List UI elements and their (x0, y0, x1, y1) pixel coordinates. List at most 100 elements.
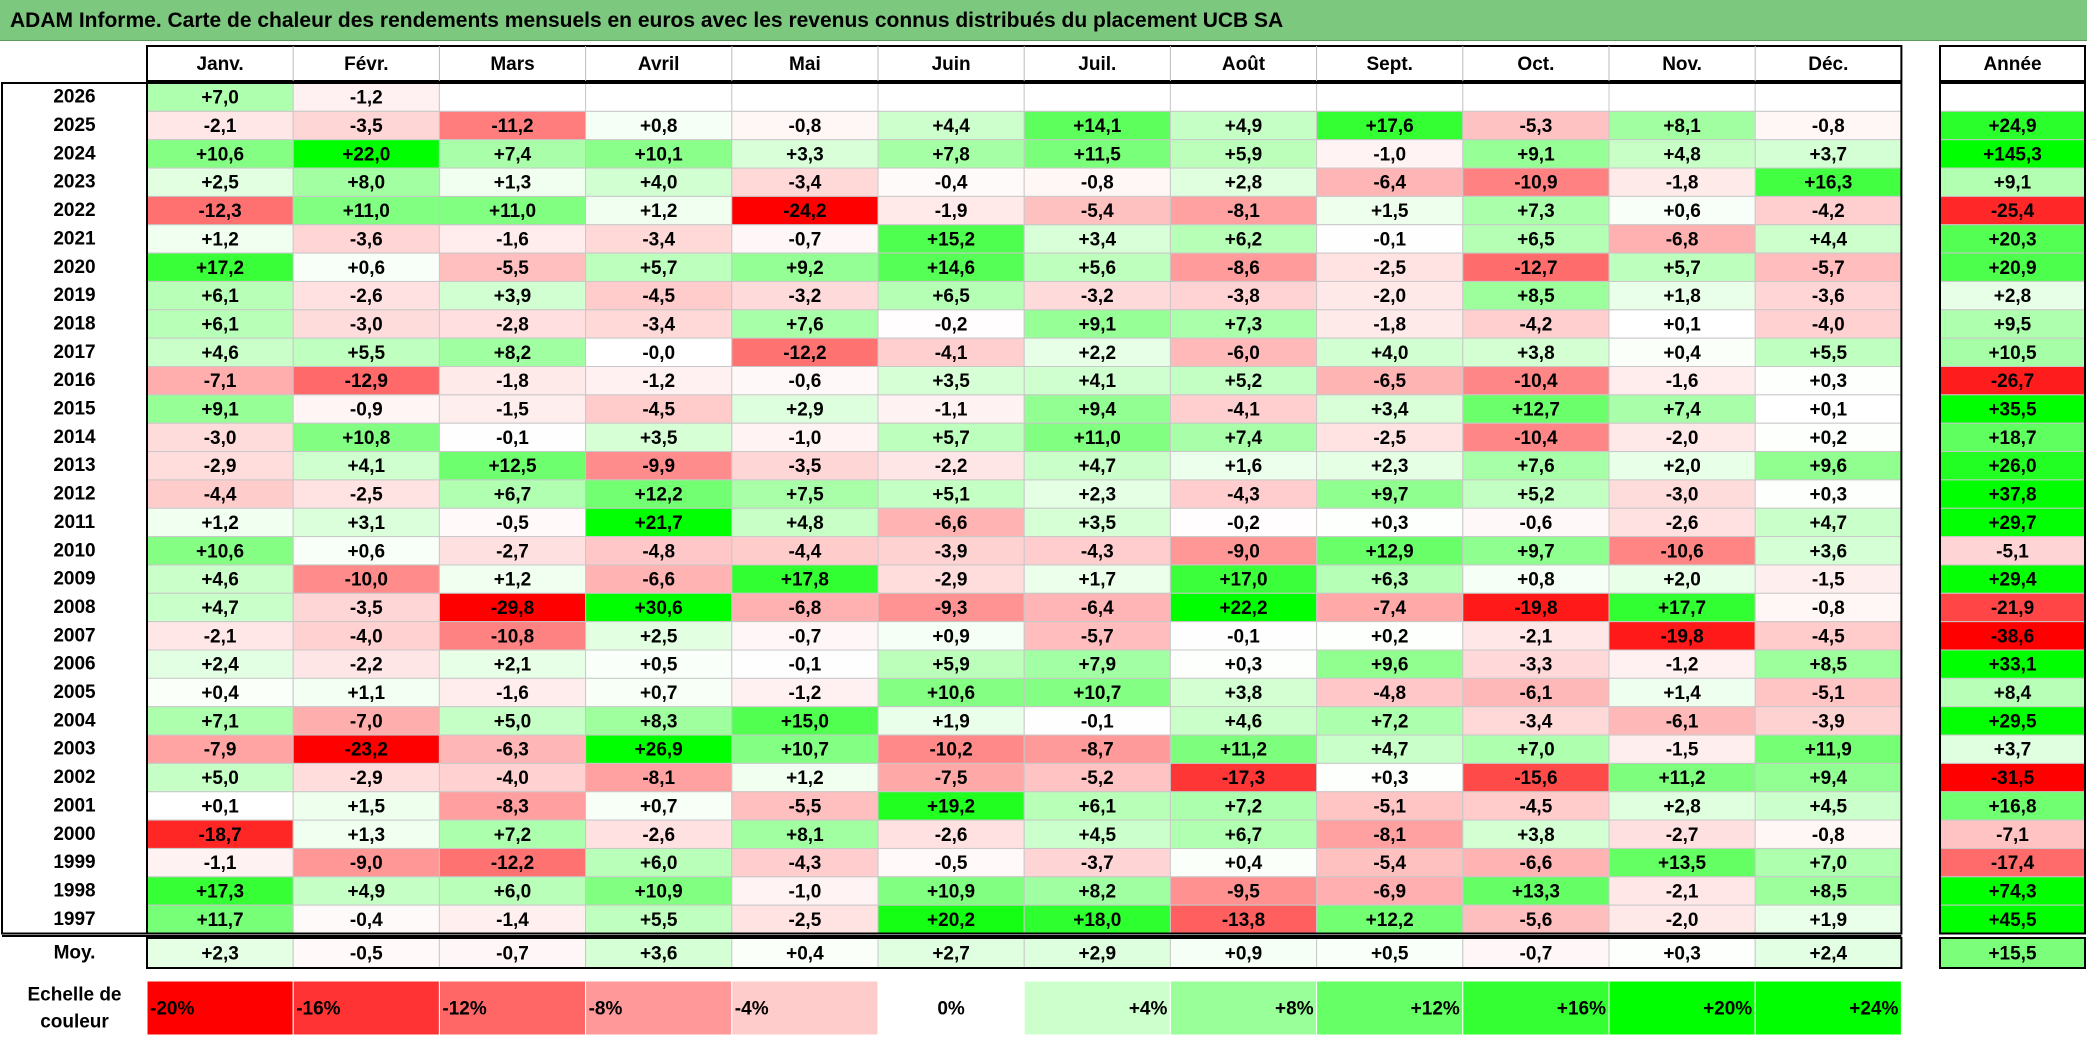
cell-value-label: -1,2 (642, 371, 675, 392)
cell-value-label: +1,2 (786, 768, 824, 789)
annual-value-label: -25,4 (1991, 201, 2035, 222)
cell-value-label: +1,2 (201, 513, 239, 534)
heatmap-cell (438, 337, 587, 367)
cell-value-label: -2,1 (204, 626, 237, 647)
heatmap-cell (1754, 366, 1902, 396)
heatmap-cell (585, 195, 733, 226)
year-label: 2021 (53, 228, 96, 249)
heatmap-cell (292, 649, 440, 679)
cell-value-label: -2,9 (935, 570, 968, 591)
average-value-label: -0,5 (350, 944, 383, 965)
year-label: 2018 (53, 313, 95, 334)
heatmap-cell (292, 904, 440, 935)
cell-value-label: +1,2 (640, 201, 678, 222)
cell-value-label: +4,1 (1079, 371, 1117, 392)
cell-value-label: +6,0 (640, 853, 678, 874)
cell-value-label: -0,8 (1081, 173, 1114, 194)
cell-value-label: -1,2 (789, 683, 822, 704)
cell-value-label: +7,4 (494, 144, 532, 165)
cell-value-label: -3,4 (642, 229, 675, 250)
cell-value-label: +4,9 (1225, 116, 1263, 137)
heatmap-cell (877, 621, 1025, 651)
cell-value-label: +5,5 (640, 910, 678, 931)
cell-value-label: +2,8 (1225, 173, 1263, 194)
annual-value-label: +9,1 (1994, 173, 2032, 194)
year-label: 1997 (53, 909, 95, 930)
year-label: 2001 (53, 795, 96, 816)
heatmap-cell (292, 677, 440, 708)
cell-value-label: +7,1 (201, 711, 239, 732)
heatmap-cell (1462, 479, 1610, 509)
heatmap-cell (1023, 791, 1171, 821)
cell-value-label: +8,1 (786, 825, 824, 846)
heatmap-cell (292, 819, 440, 849)
cell-value-label: -5,6 (1520, 910, 1553, 931)
cell-value-label: -0,5 (496, 513, 529, 534)
cell-value-label: -5,7 (1812, 258, 1845, 279)
cell-value-label: +10,1 (635, 144, 684, 165)
heatmap-cell (1462, 82, 1610, 112)
cell-value-label: +7,0 (201, 88, 239, 109)
annual-value-label: -17,4 (1991, 853, 2035, 874)
cell-value-label: -3,0 (1666, 485, 1699, 506)
cell-value-label: +12,2 (1366, 910, 1414, 931)
cell-value-label: -1,0 (789, 881, 822, 902)
cell-value-label: -4,3 (789, 853, 822, 874)
annual-cell (1939, 252, 2086, 282)
month-header-7: Juil. (1078, 54, 1116, 75)
heatmap-cell (1462, 819, 1610, 849)
cell-value-label: +3,8 (1517, 825, 1555, 846)
heatmap-cell (585, 82, 733, 112)
heatmap-cell (1754, 337, 1902, 367)
cell-value-label: +22,0 (342, 144, 390, 165)
cell-value-label: -2,8 (496, 314, 529, 335)
heatmap-cell (877, 762, 1025, 793)
heatmap-cell (292, 592, 440, 623)
heatmap-cell (1462, 876, 1610, 906)
year-label: 2022 (53, 200, 95, 221)
heatmap-cell (1608, 337, 1756, 367)
heatmap-cell (877, 536, 1025, 566)
heatmap-cell (438, 564, 587, 594)
heatmap-cell (1023, 394, 1171, 424)
cell-value-label: -5,4 (1373, 853, 1406, 874)
annual-value-label: -26,7 (1991, 371, 2034, 392)
heatmap-cell (585, 280, 733, 311)
heatmap-cell (292, 309, 440, 339)
heatmap-cell (1316, 649, 1464, 679)
year-label: 2012 (53, 484, 95, 505)
heatmap-cell (1169, 791, 1318, 821)
cell-value-label: +3,3 (786, 144, 824, 165)
year-label: 2017 (53, 342, 95, 363)
heatmap-cell (438, 847, 587, 878)
cell-value-label: +0,1 (1663, 314, 1701, 335)
cell-value-label: +12,7 (1512, 400, 1560, 421)
cell-value-label: +0,3 (1225, 655, 1263, 676)
annual-value-label: +9,5 (1994, 314, 2032, 335)
cell-value-label: -5,1 (1812, 683, 1845, 704)
cell-value-label: +5,7 (932, 428, 970, 449)
annual-value-label: +33,1 (1988, 655, 2037, 676)
cell-value-label: +5,5 (348, 343, 386, 364)
heatmap-cell (1023, 252, 1171, 282)
heatmap-cell (292, 536, 440, 566)
annual-value-label: +3,7 (1994, 740, 2032, 761)
cell-value-label: +22,2 (1219, 598, 1267, 619)
cell-value-label: -1,0 (1373, 144, 1406, 165)
cell-value-label: -2,7 (496, 541, 529, 562)
annual-value-label: +145,3 (1983, 144, 2042, 165)
cell-value-label: +0,8 (1517, 570, 1555, 591)
cell-value-label: +30,6 (635, 598, 683, 619)
annual-value-label: +29,7 (1988, 513, 2036, 534)
cell-value-label: -5,2 (1081, 768, 1114, 789)
month-header-12: Déc. (1808, 54, 1848, 75)
heatmap-cell (1023, 507, 1171, 538)
cell-value-label: +13,5 (1658, 853, 1707, 874)
average-label: Moy. (54, 943, 96, 964)
cell-value-label: -6,6 (935, 513, 968, 534)
cell-value-label: +1,2 (201, 229, 239, 250)
cell-value-label: -0,1 (1373, 229, 1406, 250)
cell-value-label: +6,5 (1517, 229, 1555, 250)
heatmap-cell (1754, 451, 1902, 481)
heatmap-cell (1023, 706, 1171, 736)
